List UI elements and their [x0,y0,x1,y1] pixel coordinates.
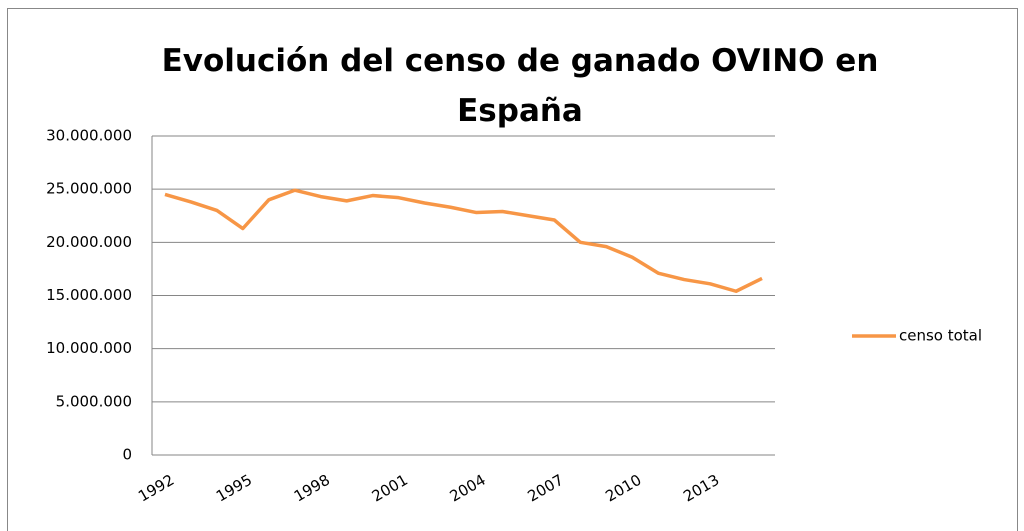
x-tick-label: 2004 [447,471,489,506]
chart-title: Evolución del censo de ganado OVINO en E… [161,43,879,129]
x-tick-label: 1995 [213,471,255,506]
x-tick-label: 1998 [291,471,333,506]
x-tick-label: 2001 [369,471,411,506]
data-line [164,188,763,293]
x-tick-label: 2013 [680,471,722,506]
y-tick-label: 30.000.000 [46,127,132,145]
x-tick-label: 2007 [525,471,567,506]
y-tick-label: 10.000.000 [46,339,132,357]
x-tick-label: 2010 [602,471,644,506]
legend-label: censo total [899,327,982,345]
y-tick-label: 0 [122,446,132,464]
y-tick-label: 25.000.000 [46,180,132,198]
y-tick-label: 5.000.000 [56,392,132,410]
y-tick-label: 15.000.000 [46,286,132,304]
y-tick-label: 20.000.000 [46,233,132,251]
x-tick-label: 1992 [135,471,177,506]
chart-border [7,8,1018,531]
